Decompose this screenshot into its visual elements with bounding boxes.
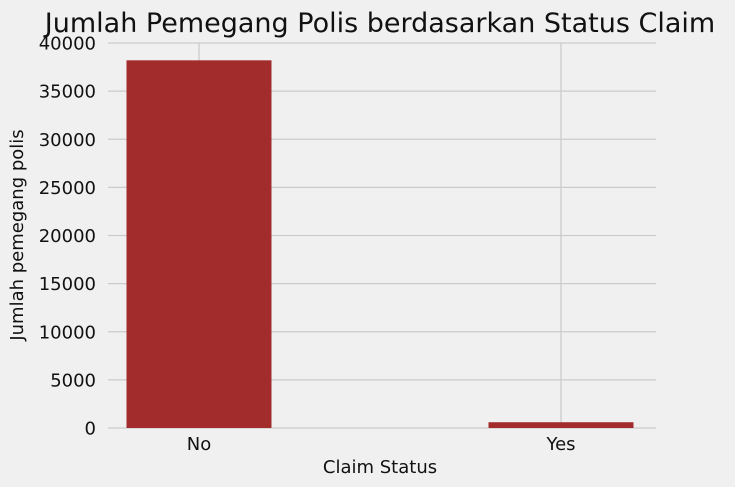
y-tick-label: 10000 — [39, 322, 96, 343]
x-tick-label: Yes — [545, 434, 575, 455]
y-tick-label: 35000 — [39, 82, 96, 103]
y-tick-label: 5000 — [50, 370, 96, 391]
bar-yes — [488, 422, 634, 428]
y-axis-ticks: 0 5000 10000 15000 20000 25000 30000 35000 40000 — [39, 34, 96, 440]
x-axis-ticks: No Yes — [187, 434, 576, 455]
y-tick-label: 0 — [85, 419, 96, 440]
y-tick-label: 20000 — [39, 226, 96, 247]
chart-title: Jumlah Pemegang Polis berdasarkan Status… — [43, 8, 715, 39]
y-axis-label: Jumlah pemegang polis — [7, 129, 28, 341]
y-tick-label: 40000 — [39, 34, 96, 55]
bars — [126, 60, 634, 428]
y-tick-label: 15000 — [39, 274, 96, 295]
x-tick-label: No — [187, 434, 211, 455]
x-axis-label: Claim Status — [323, 457, 437, 478]
y-tick-label: 25000 — [39, 178, 96, 199]
y-tick-label: 30000 — [39, 130, 96, 151]
bar-no — [126, 60, 272, 428]
